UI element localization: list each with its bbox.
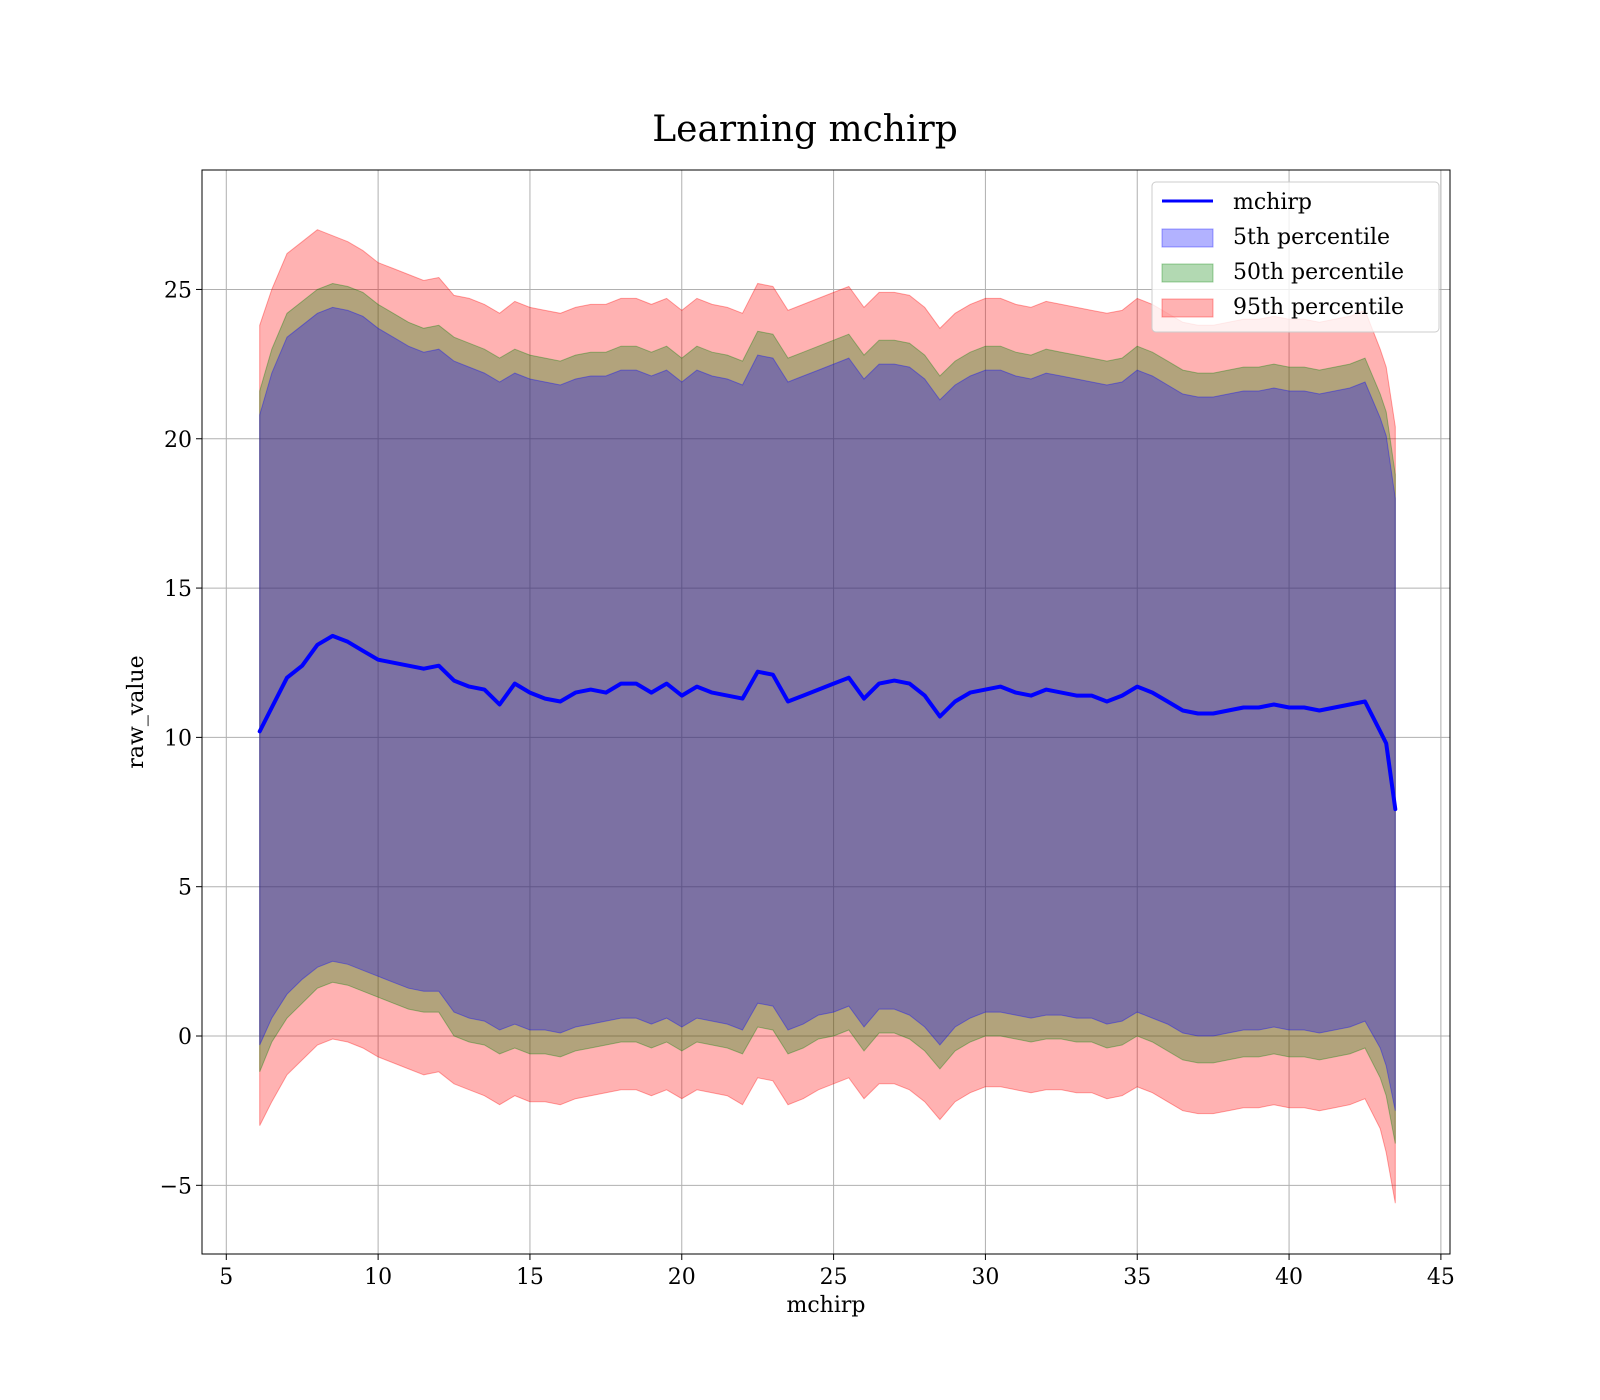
x-tick-label: 25 bbox=[820, 1265, 848, 1290]
x-tick-label: 10 bbox=[364, 1265, 392, 1290]
y-axis-ticks: −5 0 5 10 15 20 25 bbox=[160, 278, 202, 1199]
y-tick-label: 20 bbox=[164, 428, 192, 453]
percentile-bands bbox=[259, 229, 1396, 1204]
x-tick-label: 30 bbox=[971, 1265, 999, 1290]
x-tick-label: 45 bbox=[1427, 1265, 1455, 1290]
legend: mchirp 5th percentile 50th percentile 95… bbox=[1151, 181, 1440, 333]
x-tick-label: 15 bbox=[516, 1265, 544, 1290]
series-lines bbox=[257, 633, 1398, 812]
legend-swatch-50th bbox=[1161, 263, 1214, 283]
x-axis-ticks: 5 10 15 20 25 30 35 40 45 bbox=[219, 1254, 1455, 1290]
legend-label-50th: 50th percentile bbox=[1233, 260, 1404, 285]
x-tick-label: 5 bbox=[219, 1265, 233, 1290]
grid bbox=[202, 170, 1450, 1254]
legend-swatch-5th bbox=[1161, 228, 1214, 248]
band-50th-percentile bbox=[259, 282, 1396, 1144]
x-axis-label: mchirp bbox=[787, 1293, 866, 1318]
x-tick-label: 20 bbox=[668, 1265, 696, 1290]
line-mchirp bbox=[257, 633, 1398, 812]
y-tick-label: 10 bbox=[164, 726, 192, 751]
y-tick-label: 0 bbox=[178, 1025, 192, 1050]
plot-frame bbox=[201, 169, 1451, 1255]
x-tick-label: 35 bbox=[1123, 1265, 1151, 1290]
y-axis-label: raw_value bbox=[124, 655, 149, 768]
y-tick-label: 15 bbox=[164, 577, 192, 602]
y-tick-label: 5 bbox=[178, 876, 192, 901]
legend-label-mchirp: mchirp bbox=[1233, 190, 1312, 215]
chart-title: Learning mchirp bbox=[652, 109, 958, 150]
legend-label-5th: 5th percentile bbox=[1233, 225, 1390, 250]
legend-label-95th: 95th percentile bbox=[1233, 295, 1404, 320]
band-5th-percentile bbox=[259, 306, 1396, 1111]
band-95th-percentile bbox=[259, 229, 1396, 1204]
legend-box bbox=[1151, 181, 1440, 333]
x-tick-label: 40 bbox=[1275, 1265, 1303, 1290]
legend-swatch-95th bbox=[1161, 298, 1214, 318]
y-tick-label: −5 bbox=[160, 1174, 192, 1199]
y-tick-label: 25 bbox=[164, 278, 192, 303]
